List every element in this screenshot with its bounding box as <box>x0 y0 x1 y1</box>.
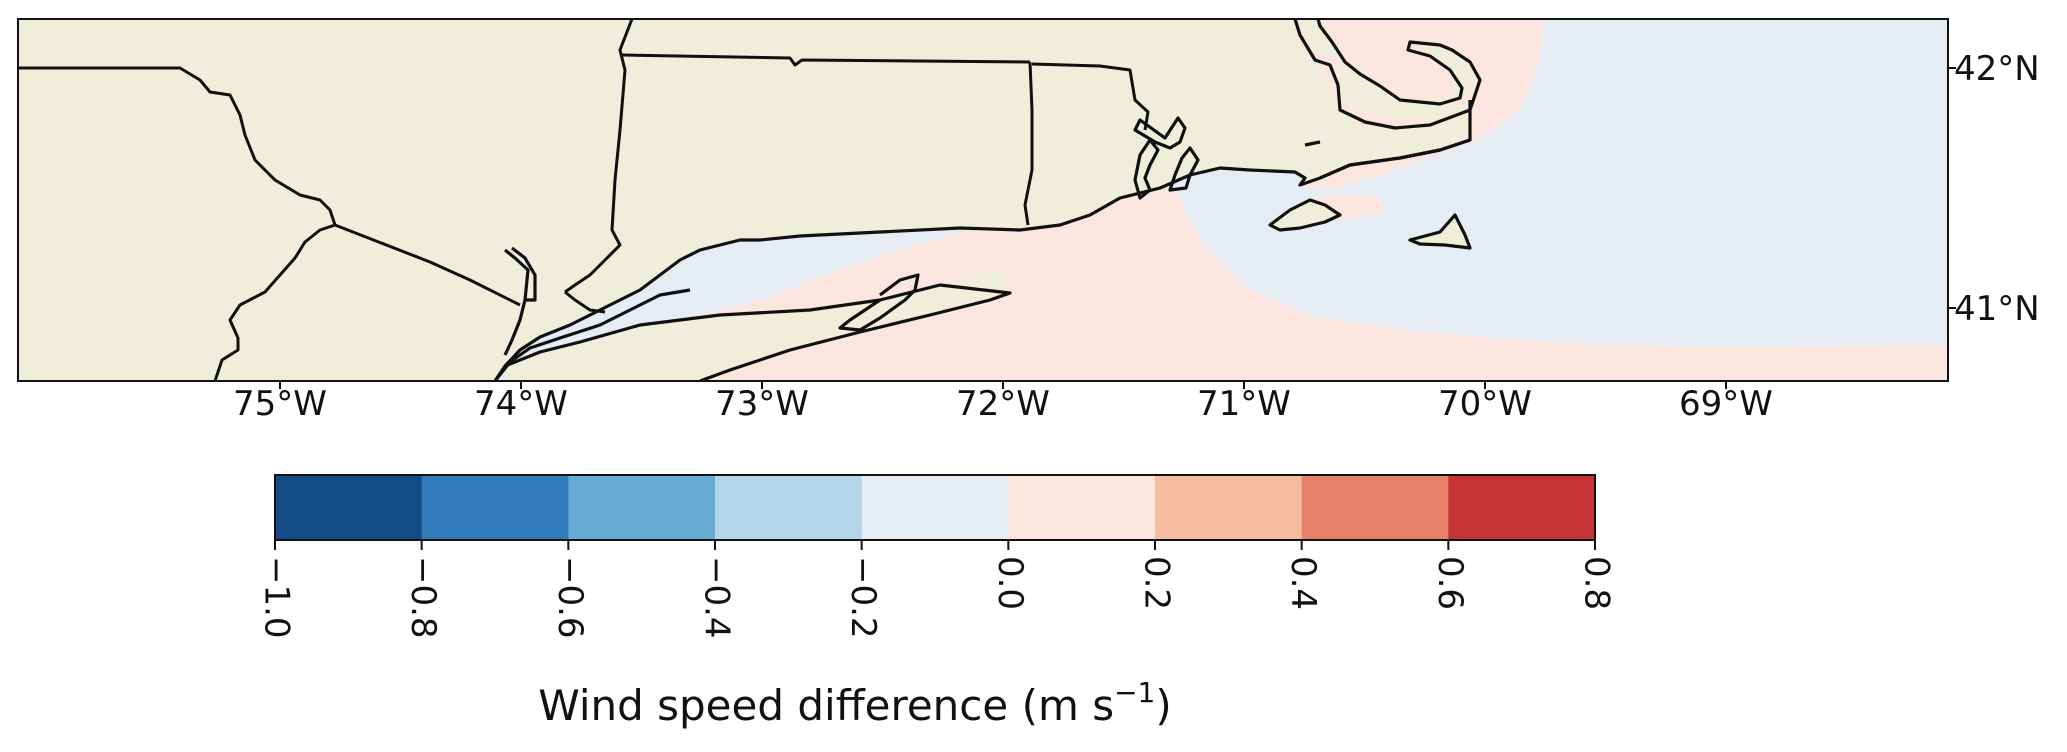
lon-tick-label: 75°W <box>233 384 327 424</box>
colorbar-segment <box>421 475 569 540</box>
colorbar-frame <box>274 474 1596 541</box>
colorbar-segment <box>568 475 716 540</box>
colorbar-label: Wind speed difference (m s−1) <box>538 676 1172 730</box>
latitude-axis: 42°N 41°N <box>1948 49 2040 329</box>
colorbar-tick-label: 0.6 <box>1430 556 1470 610</box>
colorbar-tick-label: −0.4 <box>697 556 737 639</box>
colorbar-tick-label: −1.0 <box>257 556 297 639</box>
colorbar-tick-label: 0.4 <box>1283 556 1323 610</box>
coastline-long-island <box>504 283 1012 381</box>
lon-tick-label: 70°W <box>1438 384 1532 424</box>
border-ny-pa <box>18 66 337 381</box>
coastline-marthas-vineyard <box>1268 198 1342 232</box>
land-cape-cod <box>1300 19 1480 118</box>
coastline-hudson <box>503 246 537 356</box>
coastline-cape-cod <box>1293 19 1482 180</box>
coastline-nantucket <box>1408 213 1472 250</box>
colorbar-tick-label: −0.2 <box>843 556 883 639</box>
lat-tick-label: 42°N <box>1954 49 2040 89</box>
lon-tick-label: 71°W <box>1197 384 1291 424</box>
colorbar: −1.0 −0.8 −0.6 −0.4 −0.2 0.0 0.2 0.4 0.6 0.8 <box>257 474 1617 639</box>
colorbar-label-main: Wind speed difference (m s <box>538 681 1114 730</box>
border-ny-nj <box>334 223 521 307</box>
colorbar-segment <box>1155 475 1303 540</box>
border-ct-coast <box>564 290 606 314</box>
colorbar-tick-label: 0.8 <box>1577 556 1617 610</box>
land-nantucket <box>1410 215 1470 248</box>
colorbar-segment <box>1008 475 1156 540</box>
colorbar-segment <box>275 475 423 540</box>
colorbar-segment <box>1301 475 1449 540</box>
colorbar-segment <box>1448 475 1596 540</box>
positive-field-southern-band <box>1100 355 1948 381</box>
border-ct-ri <box>1023 61 1034 226</box>
colorbar-tick-label: 0.0 <box>990 556 1030 610</box>
map-panel <box>18 19 1948 381</box>
longitude-axis: 75°W 74°W 73°W 72°W 71°W 70°W 69°W <box>233 381 1773 424</box>
colorbar-label-exponent: −1 <box>1114 676 1155 709</box>
border-ct-ma <box>621 53 1031 67</box>
colorbar-label-end: ) <box>1155 681 1171 730</box>
colorbar-tick-label: 0.2 <box>1137 556 1177 610</box>
colorbar-segment <box>715 475 863 540</box>
coastline-peconic <box>838 273 920 332</box>
land-long-island <box>505 268 1010 381</box>
coastline-li-sound-west <box>493 288 691 381</box>
border-ny-ct <box>564 19 634 294</box>
positive-field-south <box>560 190 1948 381</box>
land-mainland <box>18 19 1470 381</box>
lon-tick-label: 74°W <box>474 384 568 424</box>
border-ri-ma <box>1031 62 1150 131</box>
map-frame <box>17 18 1949 382</box>
colorbar-tick-label: −0.8 <box>403 556 443 639</box>
lat-tick-label: 41°N <box>1954 289 2040 329</box>
lon-tick-label: 72°W <box>956 384 1050 424</box>
colorbar-tick-label: −0.6 <box>550 556 590 639</box>
lon-tick-label: 73°W <box>715 384 809 424</box>
coastline-narragansett <box>1133 116 1200 200</box>
colorbar-segment <box>861 475 1009 540</box>
lon-tick-label: 69°W <box>1679 384 1773 424</box>
